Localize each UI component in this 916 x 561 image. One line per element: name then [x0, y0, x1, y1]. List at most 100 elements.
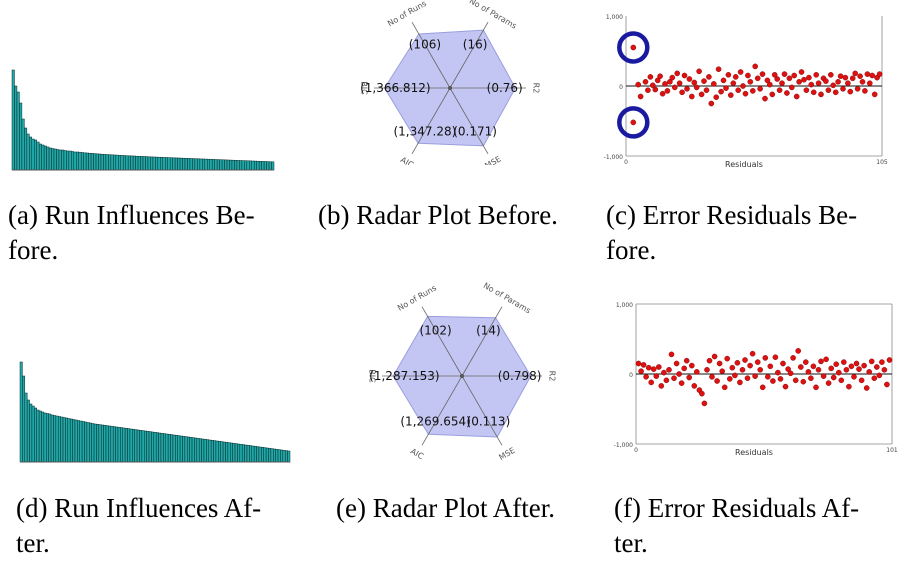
residual-point	[853, 360, 860, 367]
bar	[50, 414, 54, 463]
bar	[77, 420, 80, 463]
residual-point	[645, 364, 652, 371]
residual-point	[721, 384, 728, 391]
residual-point	[689, 362, 695, 369]
bar	[55, 415, 59, 463]
panel-run-influences-before	[8, 66, 276, 174]
bar	[117, 427, 121, 463]
residual-point	[730, 80, 737, 86]
residual-point	[673, 360, 680, 367]
radar-center	[460, 374, 464, 378]
bar	[241, 160, 245, 171]
residual-point	[630, 44, 637, 51]
bar	[110, 154, 114, 171]
bar	[34, 407, 37, 463]
bar	[26, 133, 30, 171]
residual-point	[658, 383, 665, 389]
radar-axis-label: No of Params	[482, 282, 533, 315]
radar-chart-after: No of Runs No of Params R2 MSE AIC BIC (102) (1…	[368, 282, 557, 462]
residual-point	[714, 378, 720, 384]
bar	[222, 441, 226, 463]
residual-point	[759, 384, 766, 391]
residual-point	[845, 80, 851, 86]
bar	[246, 445, 250, 463]
residual-point	[833, 361, 839, 367]
bar	[69, 418, 73, 463]
residual-point	[657, 73, 663, 79]
bar	[122, 427, 126, 463]
residual-point	[823, 78, 829, 84]
bar	[26, 399, 30, 463]
radar-axis-label: No of Runs	[396, 283, 438, 312]
residual-point	[742, 90, 749, 97]
residual-point	[876, 372, 883, 379]
residual-point	[689, 93, 695, 100]
bar	[251, 160, 255, 171]
residual-point	[788, 84, 795, 91]
bar	[48, 147, 52, 171]
residual-point	[796, 79, 802, 85]
residual-point	[740, 83, 746, 89]
residual-point	[635, 81, 642, 88]
panel-run-influences-after	[16, 356, 292, 466]
residual-point	[854, 86, 861, 92]
bar	[236, 160, 240, 171]
bar	[271, 161, 275, 171]
residual-point	[851, 374, 857, 380]
bar	[232, 443, 236, 463]
residual-point	[797, 364, 804, 370]
residual-point	[801, 76, 807, 83]
bar	[19, 361, 23, 463]
bar	[158, 432, 162, 463]
residual-point	[747, 79, 754, 85]
residual-point	[871, 375, 878, 381]
bar	[268, 448, 272, 463]
bar	[253, 160, 257, 171]
bar	[246, 160, 250, 171]
bar	[184, 436, 188, 463]
bar	[120, 427, 123, 463]
bar	[24, 392, 28, 463]
bar	[83, 152, 87, 171]
bar	[88, 152, 92, 171]
bar	[76, 151, 79, 171]
bar	[231, 159, 235, 171]
bar	[244, 444, 248, 463]
radar-value-label: (0.171)	[453, 124, 497, 138]
residual-point	[676, 80, 683, 86]
residual-point	[800, 378, 807, 385]
residual-point	[869, 72, 876, 79]
bar	[215, 440, 219, 463]
residual-point	[686, 374, 692, 381]
radar-axis-label: AIC	[399, 155, 415, 165]
caption-c: (c) Error Residuals Be- fore.	[606, 200, 858, 265]
residual-point	[684, 86, 690, 92]
residual-point	[656, 364, 662, 370]
residual-point	[704, 367, 710, 373]
bar	[174, 157, 178, 171]
radar-value-label: (106)	[409, 38, 441, 52]
residual-point	[770, 378, 776, 384]
bar	[135, 155, 139, 171]
bar	[210, 440, 214, 463]
bar	[249, 445, 253, 463]
bar	[258, 446, 262, 463]
bar	[197, 158, 201, 171]
residual-point	[808, 375, 814, 381]
residual-point	[769, 91, 776, 98]
radar-axis-label: R2	[532, 83, 541, 94]
residual-point	[813, 72, 819, 78]
bar	[132, 429, 135, 463]
bar	[36, 409, 40, 463]
bar	[67, 418, 71, 463]
bar	[263, 161, 267, 171]
residual-point	[737, 69, 744, 75]
residual-point	[825, 380, 832, 386]
bar	[234, 443, 238, 463]
residual-point	[764, 374, 771, 380]
residual-point	[693, 84, 700, 91]
residual-point	[638, 368, 644, 374]
residual-point	[806, 74, 812, 81]
bar	[100, 424, 104, 463]
residual-point	[866, 80, 873, 86]
